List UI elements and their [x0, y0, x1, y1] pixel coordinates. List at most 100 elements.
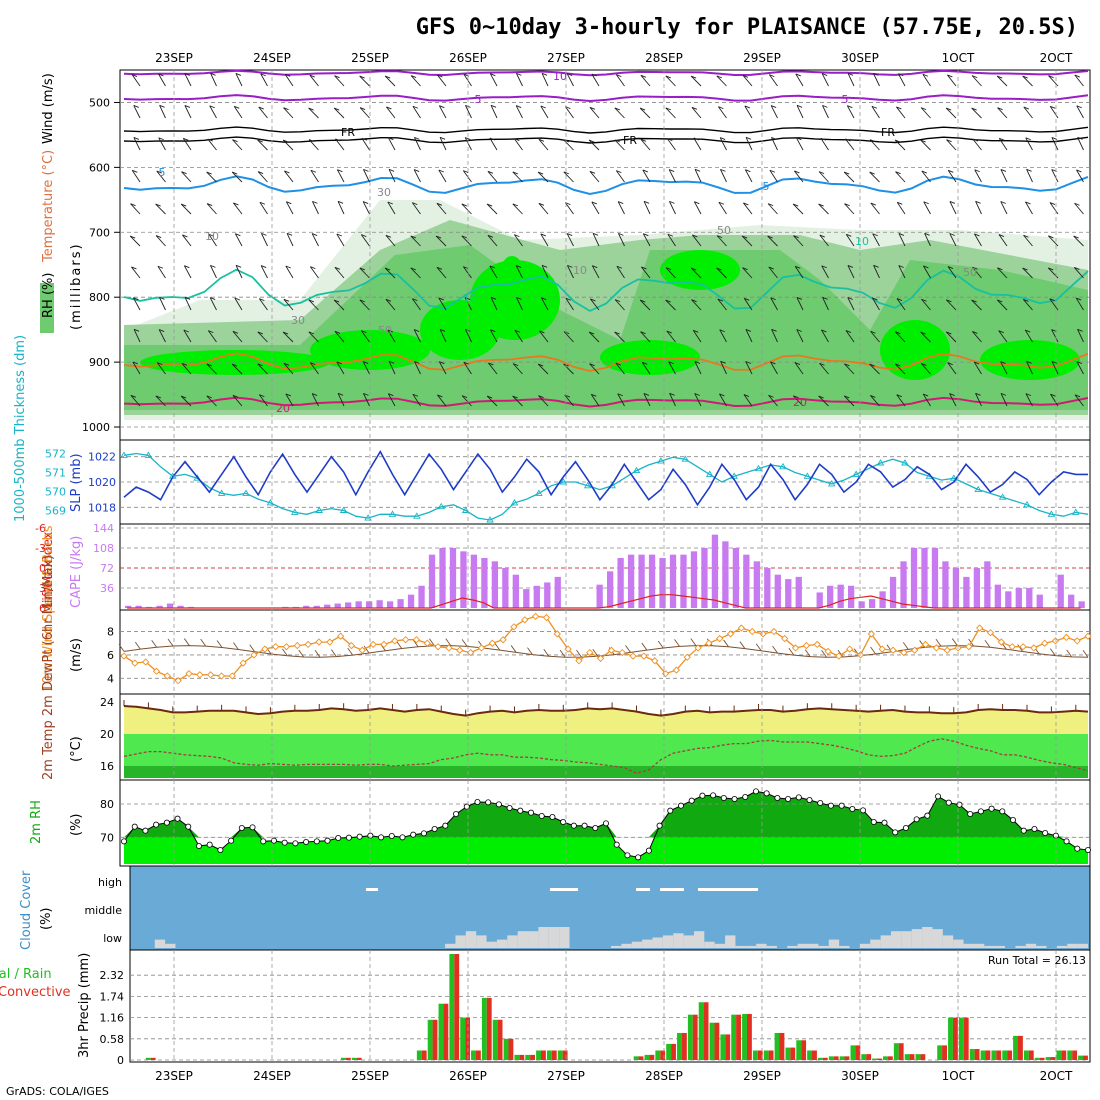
wind-barb: [767, 235, 778, 247]
wind10-point: [683, 653, 691, 661]
wind-barb: [592, 233, 600, 247]
rh2m-point: [795, 794, 802, 801]
low-cloud-bar: [766, 945, 777, 948]
wind-barb: [947, 362, 957, 375]
wind-barb: [538, 139, 549, 151]
wind-barb: [435, 235, 447, 247]
wind-barb-flag: [490, 329, 496, 333]
wind-barb-flag: [844, 395, 850, 399]
wind-barb: [487, 171, 498, 183]
wind10-point: [856, 651, 865, 659]
contour-label: 10: [553, 70, 567, 83]
wind-barb: [642, 233, 651, 247]
wind-barb-flag: [1026, 360, 1032, 364]
wind-barb: [206, 395, 217, 407]
precip-conv-bar: [540, 1050, 546, 1060]
cape-bar: [166, 603, 174, 608]
wind-barb-flag: [717, 298, 723, 302]
wind-barb: [257, 331, 268, 343]
wind-barb: [769, 170, 778, 183]
wind-barb-flag: [946, 107, 952, 111]
wind-barb-flag: [870, 395, 876, 398]
wind-tick-label: 8: [107, 626, 114, 639]
thickness-point: [339, 506, 348, 513]
cape-bar: [554, 576, 561, 608]
contour-label: 10: [205, 230, 219, 243]
wind10-barb: [1049, 648, 1056, 656]
rh2m-point: [217, 847, 224, 854]
wind-barb-flag: [669, 392, 675, 396]
thickness-point: [291, 508, 299, 515]
cape-bar: [743, 554, 750, 608]
precip-conv-bar: [898, 1043, 904, 1060]
wind-barb-flag: [209, 105, 215, 109]
wind-barb-flag: [617, 201, 624, 204]
wind-barb-flag: [438, 297, 444, 301]
wind10-point: [824, 647, 832, 656]
thickness-tick-label: 572: [45, 448, 66, 461]
wind-barb: [742, 75, 753, 87]
wind-barb: [180, 395, 192, 407]
wind-barb: [333, 299, 345, 311]
wind10-point: [499, 636, 507, 644]
wind-barb-flag: [744, 105, 750, 109]
wind-barb-flag: [1050, 105, 1056, 109]
wind-barb-flag: [640, 331, 646, 335]
wind-barb: [233, 202, 243, 215]
precip-total-label: Total / Rain: [0, 967, 52, 982]
wind-barb: [337, 393, 345, 407]
wind-barb: [947, 170, 957, 183]
rh2m-point: [238, 825, 245, 832]
precip-total-bar: [828, 1056, 834, 1060]
precip-conv-bar: [1007, 1050, 1013, 1060]
wind-barb-flag: [336, 233, 342, 237]
wind-barb-flag: [1049, 202, 1056, 205]
wind-barb-flag: [439, 136, 446, 140]
wind10-point: [1062, 633, 1070, 642]
date-label: 25SEP: [351, 51, 389, 65]
wind10-barb: [576, 649, 582, 658]
wind-barb: [639, 299, 651, 311]
wind-barb: [184, 73, 192, 87]
wind-barb: [924, 233, 931, 247]
contour-label: FR: [623, 134, 637, 147]
wind-barb: [971, 331, 982, 343]
thickness-point: [364, 514, 372, 521]
precip-conv-bar: [486, 997, 492, 1060]
wind-barb-flag: [589, 106, 596, 110]
precip-conv-bar: [649, 1054, 655, 1060]
wind10-barb: [200, 638, 207, 647]
wind10-barb: [510, 645, 517, 653]
wind10-point: [1019, 643, 1027, 651]
wind-barb: [540, 105, 549, 119]
cape-bar: [449, 548, 457, 608]
wind10-point: [618, 648, 626, 657]
wind-barb-flag: [847, 72, 854, 76]
rh2m-point: [1074, 845, 1081, 852]
wind-barb-flag: [719, 329, 725, 333]
contour-label: 10: [463, 292, 477, 305]
wind10-point: [163, 672, 171, 680]
rh2m-point: [292, 840, 299, 847]
wind-barb: [308, 107, 319, 119]
low-cloud-bar: [1077, 943, 1088, 948]
wind-barb: [232, 331, 243, 343]
wind-barb: [949, 393, 957, 407]
wind-barb-flag: [312, 200, 318, 204]
wind10-barb: [331, 649, 337, 657]
wind-barb: [641, 362, 651, 375]
wind-barb-flag: [464, 137, 471, 140]
wind-barb: [157, 265, 166, 279]
wind-barb: [693, 201, 702, 215]
wind-barb: [795, 73, 804, 87]
wind10-barb: [755, 643, 762, 652]
wind-barb: [1022, 75, 1033, 87]
wind-barb: [667, 234, 676, 247]
wind-barb-flag: [182, 234, 188, 238]
wind10-barb: [723, 639, 729, 648]
precip-panel: 2.32 1.74 1.16 0.58 0 Total / Rain Convectiv…: [0, 949, 1091, 1067]
cape-bar: [732, 548, 740, 608]
wind10-point: [391, 637, 399, 645]
wind-barb: [159, 105, 166, 119]
wind-barb-flag: [668, 361, 674, 365]
